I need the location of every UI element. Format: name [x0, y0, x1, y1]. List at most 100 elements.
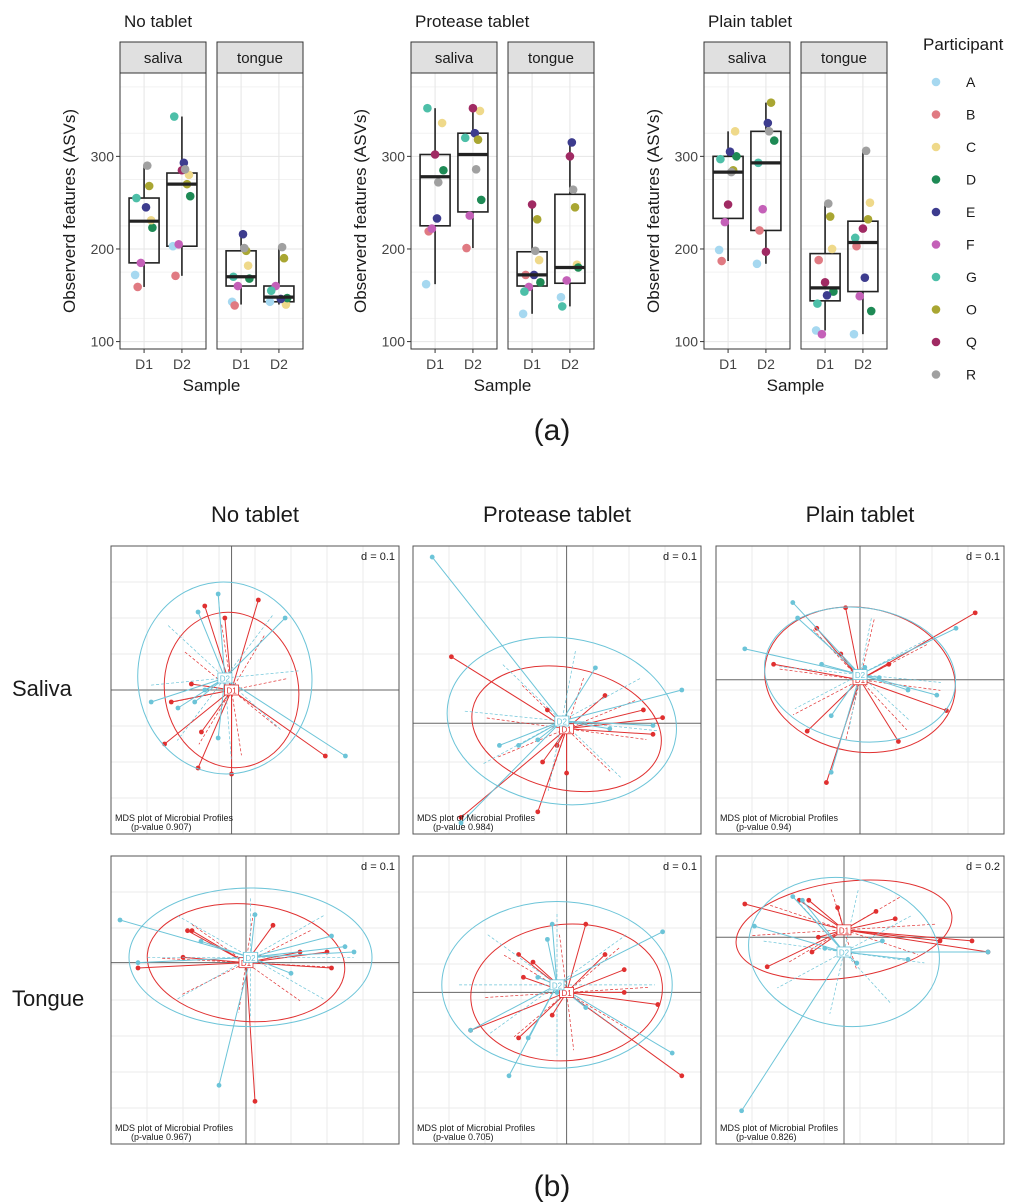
- mds-point-D2: [216, 1082, 222, 1088]
- facet-label: tongue: [821, 50, 867, 67]
- mds-centroid-box: [559, 987, 574, 998]
- mds-point-D1: [621, 990, 627, 995]
- mds-point-D2: [862, 664, 868, 670]
- boxplot-2: Plain tablet Observerd features (ASVs) 100…: [644, 12, 888, 395]
- mds-ellipse-axis: [794, 640, 926, 710]
- mds-point-D2: [429, 554, 435, 560]
- mds-ellipse-D1: [471, 665, 662, 793]
- mds-spoke-D2: [250, 946, 346, 958]
- legend-label: F: [966, 237, 975, 253]
- panel-b-mds-plots: No tablet Protease tablet Plain tablet Sali…: [12, 502, 1005, 1145]
- mds-point-D1: [535, 809, 541, 815]
- mds-spoke-D2: [556, 931, 663, 986]
- data-point-Q: [723, 200, 733, 209]
- mds-point-D1: [516, 952, 521, 957]
- x-tick-label: D2: [270, 356, 288, 372]
- mds-centroid-box: [243, 951, 258, 963]
- mds-spoke-D2: [551, 924, 558, 985]
- mds-centroid-box: [836, 946, 852, 958]
- legend-label: E: [966, 204, 975, 220]
- x-axis-label: Sample: [183, 376, 241, 395]
- data-point-R: [471, 165, 481, 174]
- x-tick-label: D1: [719, 356, 737, 372]
- data-point-D: [185, 191, 195, 201]
- data-point-O: [279, 253, 289, 263]
- legend-swatch-Q: [931, 337, 941, 347]
- mds-plot-area: D1 D2 d = 0.2 MDS plot of Microbial Profile…: [716, 856, 1004, 1144]
- data-point-E: [470, 128, 480, 138]
- data-point-A: [556, 292, 566, 302]
- mds-point-D2: [790, 894, 796, 900]
- mds-spoke-D1: [245, 962, 332, 969]
- legend-swatch-D: [931, 175, 941, 184]
- mds-frame: [715, 545, 1005, 835]
- data-point-R: [142, 161, 152, 170]
- mds-point-D2: [215, 735, 221, 741]
- mds-point-D2: [752, 923, 757, 929]
- mds-spoke-D1: [859, 679, 899, 742]
- mds-spoke-D2: [797, 617, 861, 675]
- data-point-A: [518, 309, 528, 319]
- data-point-E: [725, 147, 735, 157]
- y-axis-label: Observerd features (ASVs): [60, 109, 79, 313]
- x-tick-label: D2: [464, 356, 482, 372]
- data-point-B: [230, 301, 239, 310]
- data-point-A: [265, 297, 275, 307]
- mds-point-D1: [199, 729, 204, 735]
- data-point-Q: [858, 224, 868, 233]
- mds-scale-label: d = 0.1: [663, 861, 697, 873]
- facet-strip: [119, 41, 207, 74]
- mds-centroid-label: D2: [245, 954, 256, 963]
- mds-spoke-D1: [845, 607, 861, 680]
- legend-swatch-G: [931, 272, 941, 282]
- facet-strip: [507, 41, 595, 74]
- data-point-C: [437, 118, 447, 128]
- mds-point-D1: [564, 770, 569, 776]
- mds-pvalue: (p-value 0.94): [736, 822, 792, 832]
- mds-point-D1: [185, 928, 190, 934]
- participant-legend: Participant A BC DE FG OQ R: [923, 35, 1004, 383]
- mds-point-D1: [679, 1073, 685, 1079]
- mds-point-D1: [771, 661, 776, 667]
- mds-point-D2: [828, 769, 834, 775]
- mds-ellipse-axis: [788, 896, 900, 963]
- mds-spoke-D2: [830, 674, 861, 773]
- data-point-O: [570, 202, 580, 212]
- data-point-A: [421, 279, 431, 289]
- mds-centroid-label: D2: [839, 949, 850, 958]
- data-point-R: [433, 177, 443, 187]
- mds-point-D1: [329, 965, 334, 971]
- data-point-A: [752, 259, 762, 269]
- mds-point-D2: [329, 933, 334, 939]
- mds-centroid-label: D1: [561, 989, 572, 998]
- mds-point-D2: [854, 960, 860, 966]
- boxplot-title: No tablet: [124, 12, 192, 31]
- mds-spoke-D2: [792, 602, 861, 675]
- mds-point-D2: [351, 949, 357, 955]
- mds-spoke-D1: [773, 663, 861, 681]
- mds-point-D2: [822, 945, 828, 951]
- mds-spoke-D2: [561, 720, 654, 726]
- mds-point-D2: [554, 990, 560, 995]
- legend-label: R: [966, 367, 976, 383]
- data-point-Q: [527, 200, 537, 209]
- mds-centroid-box: [549, 979, 565, 991]
- mds-centroid-label: D2: [552, 981, 563, 990]
- mds-pvalue: (p-value 0.967): [131, 1132, 192, 1142]
- x-tick-label: D2: [173, 356, 191, 372]
- data-point-E: [432, 214, 442, 223]
- mds-point-D1: [222, 615, 228, 621]
- mds-point-D2: [282, 615, 288, 621]
- data-point-R: [861, 146, 871, 156]
- mds-centroid-label: D1: [226, 687, 237, 696]
- mds-spoke-D1: [843, 929, 973, 942]
- data-point-O: [863, 215, 873, 224]
- data-point-G: [813, 299, 822, 308]
- mds-frame: [412, 545, 702, 835]
- y-axis-label: Observerd features (ASVs): [351, 109, 370, 313]
- mds-spoke-D1: [231, 599, 259, 691]
- y-tick-label: 200: [91, 241, 115, 257]
- mds-spoke-D1: [460, 728, 567, 818]
- mds-point-D1: [816, 934, 821, 940]
